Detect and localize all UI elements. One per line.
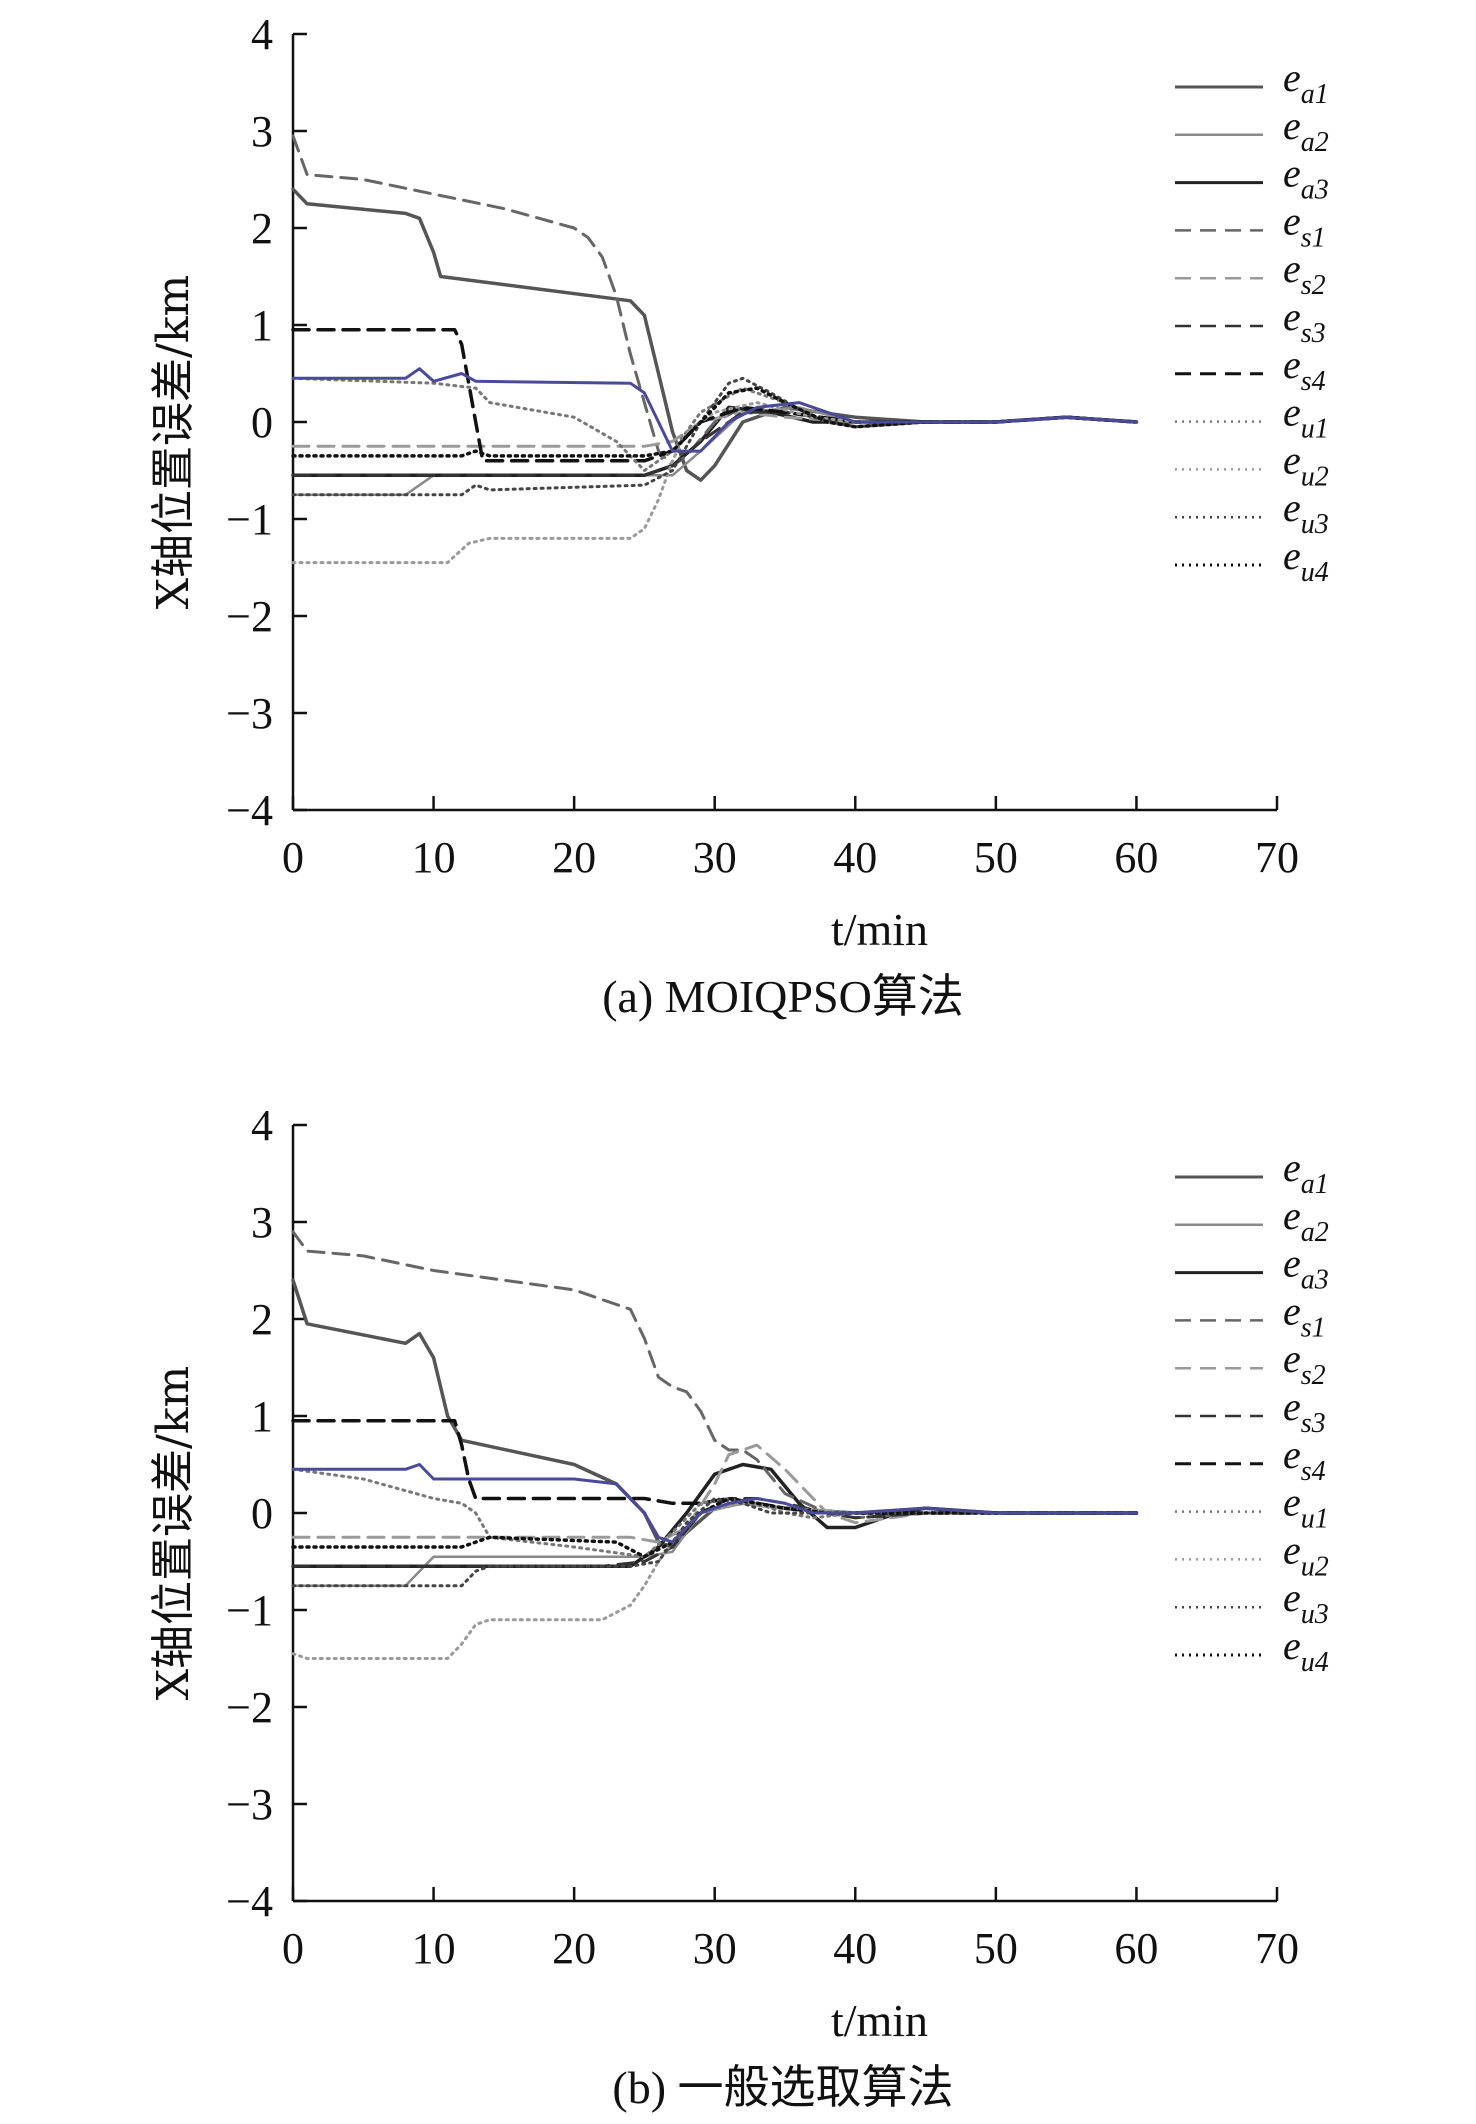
legend-subscript: s4 [1301,1456,1326,1487]
series-line-ea2 [291,1502,1138,1588]
legend-label-ea3: ea3 [1283,1241,1329,1296]
legend-label-ea1: ea1 [1283,55,1329,110]
y-tick-label: −4 [226,1877,273,1926]
figure-caption: (a) MOIQPSO算法 [602,971,964,1022]
y-tick-label: −4 [226,786,273,835]
y-tick-label: 2 [251,204,273,253]
x-tick-label: 70 [1255,833,1299,882]
legend-label-eu4: eu4 [1283,533,1329,588]
series-line-eu2 [291,401,1138,565]
legend-label-es3: es3 [1283,1384,1326,1439]
legend-label-eu1: eu1 [1283,1480,1329,1535]
legend-subscript: a2 [1301,127,1329,158]
y-tick-label: 3 [251,1198,273,1247]
x-tick-label: 70 [1255,1924,1299,1973]
legend-subscript: u4 [1301,557,1329,588]
x-axis-label: t/min [831,1995,928,2046]
x-tick-label: 0 [282,1924,304,1973]
series-line-es2 [291,1443,1138,1544]
x-tick-label: 50 [974,833,1018,882]
x-tick-label: 10 [412,1924,456,1973]
legend-label-ea3: ea3 [1283,151,1329,206]
legend-label-es4: es4 [1283,342,1326,397]
y-tick-label: −1 [226,495,273,544]
y-tick-label: 3 [251,107,273,156]
series-line-eu4 [291,1496,1139,1559]
x-tick-label: 20 [552,1924,596,1973]
legend-subscript: s3 [1301,1408,1326,1439]
legend-label-ea1: ea1 [1283,1145,1329,1200]
y-tick-label: −3 [226,689,273,738]
legend-label-ea2: ea2 [1283,103,1329,158]
legend-subscript: u3 [1301,509,1329,540]
legend-label-es1: es1 [1283,198,1326,253]
legend-subscript: s2 [1301,1360,1326,1391]
legend-label-es1: es1 [1283,1288,1326,1343]
x-tick-label: 60 [1114,833,1158,882]
x-tick-label: 60 [1114,1924,1158,1973]
legend-subscript: s1 [1301,222,1326,253]
y-tick-label: −3 [226,1780,273,1829]
x-tick-label: 50 [974,1924,1018,1973]
y-axis-label: X轴位置误差/km [148,275,199,610]
series-line-unlabeled-11 [291,1463,1138,1544]
x-tick-label: 40 [833,1924,877,1973]
figure-caption: (b) 一般选取算法 [612,2062,953,2113]
legend-subscript: u2 [1301,1551,1329,1582]
legend-label-eu2: eu2 [1283,1527,1329,1582]
legend-label-eu2: eu2 [1283,437,1329,492]
legend-subscript: u4 [1301,1647,1329,1678]
x-tick-label: 30 [693,1924,737,1973]
series-line-es1 [291,134,1138,468]
legend-subscript: s1 [1301,1312,1326,1343]
legend-subscript: s3 [1301,318,1326,349]
legend-subscript: a2 [1301,1217,1329,1248]
legend-label-es4: es4 [1283,1432,1326,1487]
legend-subscript: a1 [1301,79,1329,110]
x-tick-label: 20 [552,833,596,882]
y-tick-label: −1 [226,1586,273,1635]
y-tick-label: 4 [251,1101,273,1150]
y-tick-label: 4 [251,10,273,59]
x-tick-label: 30 [693,833,737,882]
legend-subscript: u3 [1301,1599,1329,1630]
y-tick-label: 0 [251,398,273,447]
legend-label-eu3: eu3 [1283,485,1329,540]
legend-subscript: a1 [1301,1169,1329,1200]
legend-subscript: s2 [1301,270,1326,301]
y-tick-label: 1 [251,301,273,350]
y-axis-label: X轴位置误差/km [148,1366,199,1701]
y-tick-label: 2 [251,1295,273,1344]
x-tick-label: 10 [412,833,456,882]
legend-label-es2: es2 [1283,1336,1326,1391]
legend-subscript: u2 [1301,461,1329,492]
legend-subscript: u1 [1301,414,1329,445]
legend-label-es2: es2 [1283,246,1326,301]
x-tick-label: 40 [833,833,877,882]
legend-label-eu1: eu1 [1283,390,1329,445]
series-line-unlabeled-11 [291,367,1138,453]
legend-subscript: s4 [1301,366,1326,397]
legend-label-ea2: ea2 [1283,1193,1329,1248]
y-tick-label: −2 [226,592,273,641]
legend-label-es3: es3 [1283,294,1326,349]
x-tick-label: 0 [282,833,304,882]
legend-label-eu3: eu3 [1283,1575,1329,1630]
legend-subscript: a3 [1301,1265,1329,1296]
series-line-eu2 [291,1501,1138,1660]
legend-subscript: u1 [1301,1504,1329,1535]
series-line-ea3 [291,1462,1139,1569]
series-line-es4 [291,328,1139,463]
series-line-es2 [291,410,1138,448]
y-tick-label: 0 [251,1489,273,1538]
legend-subscript: a3 [1301,175,1329,206]
legend-label-eu4: eu4 [1283,1623,1329,1678]
y-tick-label: 1 [251,1392,273,1441]
x-axis-label: t/min [831,904,928,955]
y-tick-label: −2 [226,1683,273,1732]
